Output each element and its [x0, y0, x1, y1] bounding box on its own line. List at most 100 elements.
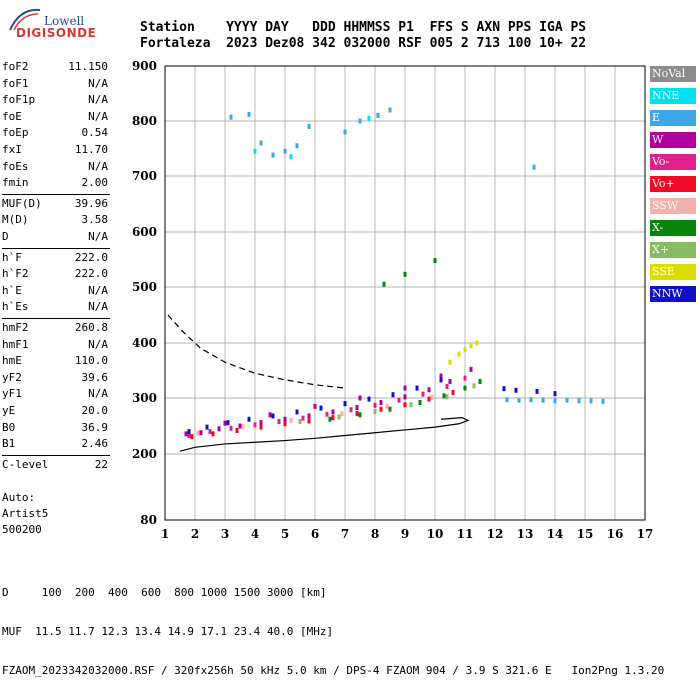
echo-point-vo [190, 434, 194, 440]
param-row: yF2 39.6 [2, 371, 108, 385]
param-value: 39.6 [81, 370, 109, 384]
echo-point-nne [367, 115, 371, 121]
param-name: hmF2 [2, 321, 29, 334]
echo-point-vo [307, 418, 311, 424]
echo-point-vo [301, 415, 305, 421]
param-name: h`E [2, 283, 22, 297]
echo-point-nnw [502, 386, 506, 392]
echo-point-w [331, 409, 335, 415]
header-row-values: Fortaleza 2023 Dez08 342 032000 RSF 005 … [140, 36, 587, 51]
echo-point-sse [463, 347, 467, 353]
echo-point-nnw [319, 405, 323, 411]
echo-point-x [382, 281, 386, 287]
x-tick-label: 17 [637, 527, 654, 541]
param-row: B0 36.9 [2, 421, 108, 435]
echo-point-w [199, 430, 203, 436]
logo-arc-icon [9, 8, 41, 31]
digisonde-logo: Lowell DIGISONDE [4, 2, 124, 42]
param-name: foE [2, 109, 22, 123]
echo-point-w [469, 366, 473, 372]
param-row: yE 20.0 [2, 404, 108, 418]
x-tick-label: 8 [371, 527, 379, 541]
param-value: N/A [88, 93, 108, 107]
echo-point-vo [373, 402, 377, 408]
echo-point-e [295, 143, 299, 149]
param-row: fmin 2.00 [2, 176, 108, 190]
echo-point-ssw [385, 403, 389, 409]
echo-point-ssw [241, 424, 245, 430]
y-tick-label: 80 [140, 513, 157, 527]
param-row: M(D) 3.58 [2, 213, 108, 227]
echo-point-x [409, 402, 413, 408]
echo-point-vo [349, 407, 353, 413]
autoscaling-info: Auto: Artist5 500200 [2, 490, 48, 538]
param-value: 2.00 [81, 176, 109, 190]
profile-extrapolation-curve [167, 314, 346, 389]
echo-point-ssw [196, 430, 200, 436]
echo-point-nnw [535, 388, 539, 394]
param-value: N/A [88, 76, 108, 90]
echo-point-nnw [439, 377, 443, 383]
param-name: B0 [2, 420, 16, 434]
param-value: 222.0 [74, 267, 108, 281]
echo-point-x [403, 271, 407, 277]
legend-item: Vo- [650, 154, 696, 170]
echo-point-nnw [295, 409, 299, 415]
y-tick-label: 400 [132, 336, 157, 350]
echo-point-sse [448, 359, 452, 365]
param-row: foF1p N/A [2, 93, 108, 107]
x-tick-label: 4 [251, 527, 259, 541]
echo-point-x [478, 379, 482, 384]
param-name: hmE [2, 354, 22, 368]
param-name: foEp [2, 126, 29, 140]
echo-point-e [343, 129, 347, 135]
echo-point-vo [331, 415, 335, 421]
echo-point-w [448, 379, 452, 384]
echo-point-vo [229, 425, 233, 431]
echo-point-e [271, 152, 275, 158]
param-value: N/A [88, 300, 108, 314]
param-name: yE [2, 404, 16, 417]
echo-point-nnw [514, 387, 518, 393]
param-value: N/A [88, 159, 108, 173]
echo-point-vo [253, 422, 257, 428]
y-tick-label: 700 [132, 169, 157, 183]
echo-point-e [247, 111, 251, 117]
footer-info: D 100 200 400 600 800 1000 1500 3000 [km… [2, 560, 664, 690]
param-row: foEs N/A [2, 160, 108, 174]
legend-item: X+ [650, 242, 696, 258]
echo-point-x [418, 399, 422, 405]
echo-point-nne [253, 148, 257, 154]
echo-point-w [259, 420, 263, 426]
echo-point-x [337, 414, 341, 420]
echo-point-e [601, 398, 605, 404]
legend-item: SSE [650, 264, 696, 280]
echo-point-e [553, 398, 557, 404]
auto-label: Auto: [2, 491, 36, 505]
echo-point-e [259, 140, 263, 146]
echo-point-vo [187, 433, 191, 439]
echo-point-vo [355, 411, 359, 417]
echo-point-nnw [553, 391, 557, 397]
param-name: foF1 [2, 76, 29, 90]
legend-item: SSW [650, 198, 696, 214]
param-name: C-level [2, 457, 49, 471]
echo-point-nnw [247, 416, 251, 422]
y-tick-label: 300 [132, 391, 157, 405]
param-value: N/A [88, 337, 108, 351]
header-row-labels: Station YYYY DAY DDD HHMMSS P1 FFS S AXN… [140, 20, 587, 35]
echo-point-e [529, 397, 533, 403]
param-value: 222.0 [74, 250, 108, 264]
param-name: yF2 [2, 370, 22, 384]
echo-point-e [505, 397, 509, 403]
legend-item: NNE [650, 88, 696, 104]
echo-point-vo [325, 411, 329, 417]
param-row: h`E N/A [2, 284, 108, 298]
param-row: C-level 22 [2, 458, 108, 472]
param-separator [2, 193, 110, 195]
param-value: N/A [88, 109, 108, 123]
param-row: yF1 N/A [2, 387, 108, 401]
param-name: D [2, 230, 9, 243]
x-tick-label: 12 [487, 527, 504, 541]
param-value: 11.70 [74, 143, 108, 156]
